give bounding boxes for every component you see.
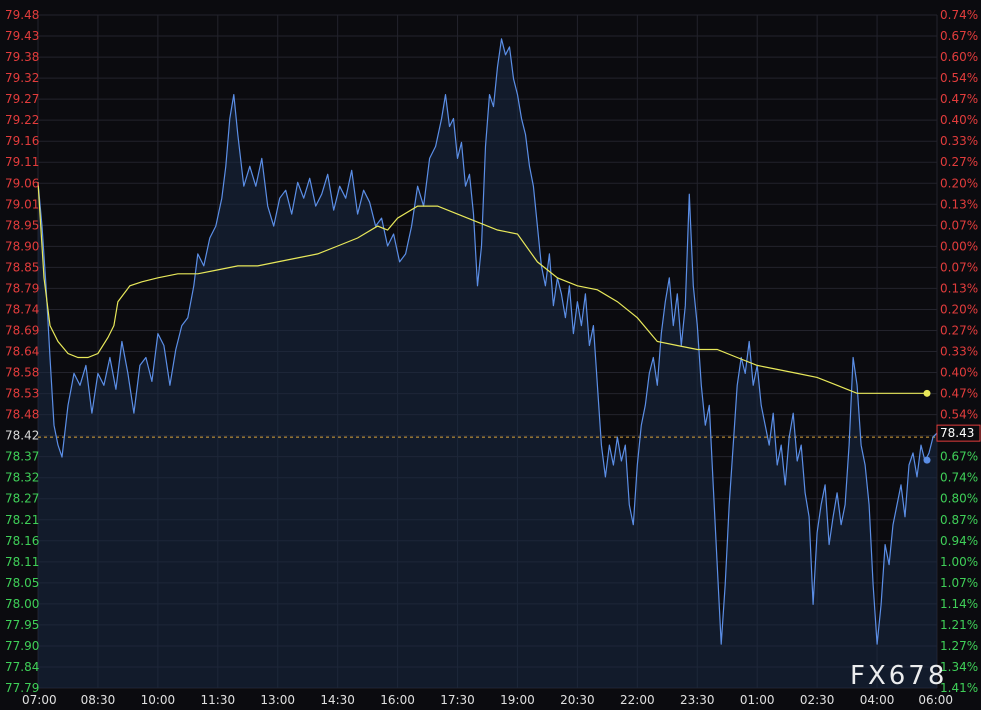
price-tick-label: 79.22: [5, 113, 39, 127]
price-tick-label: 77.90: [5, 639, 39, 653]
time-tick-label: 20:30: [560, 693, 595, 707]
price-tick-label: 78.53: [5, 387, 39, 401]
time-tick-label: 13:00: [260, 693, 295, 707]
price-tick-label: 77.84: [5, 660, 39, 674]
price-tick-label: 78.21: [5, 513, 39, 527]
price-tick-label: 78.42: [5, 429, 39, 443]
price-tick-label: 79.06: [5, 176, 39, 190]
percent-tick-label: 0.94%: [940, 534, 978, 548]
percent-tick-label: 1.41%: [940, 681, 978, 695]
percent-tick-label: 0.67%: [940, 29, 978, 43]
price-area-fill: [38, 38, 937, 688]
price-tick-label: 78.90: [5, 239, 39, 253]
time-tick-label: 22:00: [620, 693, 655, 707]
price-tick-label: 78.32: [5, 471, 39, 485]
last-price-label: 78.43: [940, 426, 974, 440]
percent-tick-label: 0.54%: [940, 408, 978, 422]
time-axis: 07:00 08:30 10:00 11:30 13:00 14:30 16:00 17:30…: [22, 693, 953, 707]
percent-tick-label: 0.40%: [940, 113, 978, 127]
percent-tick-label: 0.13%: [940, 281, 978, 295]
price-tick-label: 79.27: [5, 92, 39, 106]
price-tick-label: 79.01: [5, 197, 39, 211]
last-price-box: [936, 424, 981, 442]
time-tick-label: 11:30: [201, 693, 236, 707]
price-tick-label: 79.16: [5, 134, 39, 148]
price-endpoint-marker: [923, 456, 931, 464]
price-tick-label: 78.48: [5, 408, 39, 422]
time-tick-label: 01:00: [740, 693, 775, 707]
percent-tick-label: 1.14%: [940, 597, 978, 611]
price-tick-label: 79.48: [5, 8, 39, 22]
price-tick-label: 78.05: [5, 576, 39, 590]
price-tick-label: 77.95: [5, 618, 39, 632]
price-axis: 79.48 79.43 79.38 79.32 79.27 79.22 79.16 79.11…: [5, 8, 39, 695]
time-tick-label: 06:00: [918, 693, 953, 707]
time-tick-label: 17:30: [440, 693, 475, 707]
percent-axis: 0.74% 0.67% 0.60% 0.54% 0.47% 0.40% 0.33% 0.27%…: [940, 8, 978, 695]
price-tick-label: 78.79: [5, 281, 39, 295]
price-tick-label: 78.85: [5, 260, 39, 274]
percent-tick-label: 1.07%: [940, 576, 978, 590]
watermark-logo: FX678: [850, 661, 947, 691]
percent-tick-label: 0.47%: [940, 92, 978, 106]
price-tick-label: 78.74: [5, 302, 39, 316]
price-tick-label: 79.11: [5, 155, 39, 169]
percent-tick-label: 0.20%: [940, 176, 978, 190]
time-tick-label: 23:30: [680, 693, 715, 707]
percent-tick-label: 0.07%: [940, 218, 978, 232]
percent-tick-label: 0.80%: [940, 492, 978, 506]
time-tick-label: 08:30: [81, 693, 116, 707]
price-tick-label: 79.43: [5, 29, 39, 43]
percent-tick-label: 0.47%: [940, 387, 978, 401]
time-tick-label: 19:00: [500, 693, 535, 707]
price-tick-label: 78.58: [5, 366, 39, 380]
percent-tick-label: 0.60%: [940, 50, 978, 64]
price-tick-label: 78.64: [5, 345, 39, 359]
price-tick-label: 78.11: [5, 555, 39, 569]
percent-tick-label: 1.00%: [940, 555, 978, 569]
price-tick-label: 78.27: [5, 492, 39, 506]
percent-tick-label: 0.20%: [940, 302, 978, 316]
percent-tick-label: 0.87%: [940, 513, 978, 527]
percent-tick-label: 0.40%: [940, 366, 978, 380]
percent-tick-label: 0.74%: [940, 471, 978, 485]
percent-tick-label: 0.74%: [940, 8, 978, 22]
percent-tick-label: 0.27%: [940, 323, 978, 337]
time-tick-label: 14:30: [320, 693, 355, 707]
percent-tick-label: 0.33%: [940, 134, 978, 148]
price-tick-label: 78.00: [5, 597, 39, 611]
percent-tick-label: 0.00%: [940, 239, 978, 253]
time-tick-label: 07:00: [22, 693, 57, 707]
percent-tick-label: 0.33%: [940, 345, 978, 359]
percent-tick-label: 1.34%: [940, 660, 978, 674]
price-tick-label: 78.37: [5, 450, 39, 464]
price-tick-label: 79.38: [5, 50, 39, 64]
percent-tick-label: 0.07%: [940, 260, 978, 274]
price-tick-label: 78.69: [5, 323, 39, 337]
time-tick-label: 02:30: [800, 693, 835, 707]
price-tick-label: 78.16: [5, 534, 39, 548]
average-endpoint-marker: [923, 389, 931, 397]
percent-tick-label: 1.27%: [940, 639, 978, 653]
time-tick-label: 10:00: [141, 693, 176, 707]
last-price-badge: 78.43: [936, 424, 981, 442]
percent-tick-label: 0.54%: [940, 71, 978, 85]
time-tick-label: 16:00: [380, 693, 415, 707]
price-tick-label: 77.79: [5, 681, 39, 695]
price-tick-label: 79.32: [5, 71, 39, 85]
percent-tick-label: 0.13%: [940, 197, 978, 211]
percent-tick-label: 0.27%: [940, 155, 978, 169]
time-tick-label: 04:00: [860, 693, 895, 707]
average-series-line: [37, 182, 927, 394]
percent-tick-label: 1.21%: [940, 618, 978, 632]
price-tick-label: 78.95: [5, 218, 39, 232]
percent-tick-label: 0.67%: [940, 450, 978, 464]
